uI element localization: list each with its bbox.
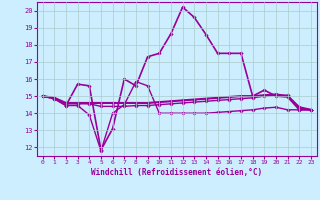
- X-axis label: Windchill (Refroidissement éolien,°C): Windchill (Refroidissement éolien,°C): [91, 168, 262, 177]
